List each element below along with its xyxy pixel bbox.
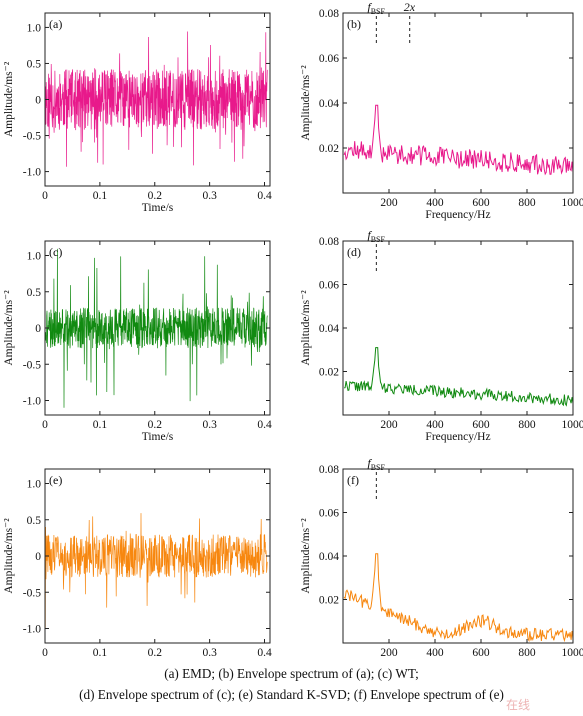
x-axis-label: Time/s — [142, 431, 174, 443]
x-tick-label: 400 — [426, 197, 444, 209]
y-tick-label: 0.02 — [319, 595, 339, 607]
x-tick-label: 0.1 — [93, 647, 108, 659]
figure-caption-line-1: (a) EMD; (b) Envelope spectrum of (a); (… — [164, 666, 419, 681]
x-tick-label: 0 — [42, 419, 48, 431]
y-axis-label: Amplitude/ms⁻² — [3, 518, 15, 594]
y-tick-label: -0.5 — [23, 131, 41, 143]
x-tick-label: 400 — [426, 647, 444, 659]
y-tick-label: 1.0 — [27, 22, 42, 34]
x-tick-label: 800 — [518, 647, 536, 659]
annotation-label: fBSF — [367, 456, 385, 472]
y-tick-label: 0.5 — [27, 58, 42, 70]
chart-c: 0 0.1 0.2 0.3 0.4 -1.0 -0.5 0 0.5 1.0 Time/s Amplit… — [3, 240, 272, 443]
y-tick-label: 0.08 — [319, 464, 339, 476]
x-tick-label: 400 — [426, 419, 444, 431]
watermark: 在线 — [506, 698, 531, 712]
x-tick-label: 1000 — [562, 419, 583, 431]
annotation-label: fBSF — [367, 0, 385, 16]
y-tick-label: -0.5 — [23, 359, 41, 371]
y-tick-label: -0.5 — [23, 587, 41, 599]
y-tick-label: 0.08 — [319, 8, 339, 20]
series-line — [45, 31, 268, 167]
series-line — [344, 347, 573, 407]
x-tick-label: 0.4 — [257, 190, 272, 202]
figure: 0 0.1 0.2 0.3 0.4 -1.0 -0.5 0 0.5 1.0 Time/s Amplit… — [3, 0, 583, 660]
y-tick-label: 0.02 — [319, 367, 339, 379]
y-tick-label: 0.5 — [27, 515, 42, 527]
y-tick-label: 0 — [35, 551, 41, 563]
x-tick-label: 600 — [472, 197, 490, 209]
x-tick-label: 200 — [380, 419, 398, 431]
panel-label: (b) — [347, 17, 361, 31]
x-tick-label: 0.2 — [148, 190, 163, 202]
y-tick-label: -1.0 — [23, 167, 41, 179]
y-tick-label: -1.0 — [23, 396, 41, 408]
y-axis-label: Amplitude/ms⁻² — [300, 65, 312, 141]
x-tick-label: 0.3 — [202, 647, 217, 659]
x-tick-label: 0.3 — [202, 419, 217, 431]
chart-e: 0 0.1 0.2 0.3 0.4 -1.0 -0.5 0 0.5 1.0 Time/s Amplit… — [3, 468, 272, 660]
series-line — [343, 104, 573, 176]
x-tick-label: 1000 — [562, 647, 583, 659]
y-axis-label: Amplitude/ms⁻² — [3, 290, 15, 366]
x-tick-label: 600 — [472, 647, 490, 659]
x-tick-label: 0.4 — [257, 419, 272, 431]
panel-label: (d) — [347, 245, 361, 259]
series-line — [343, 553, 573, 643]
chart-b: 200 400 600 800 1000 0.02 0.04 0.06 0.08 Frequenc… — [300, 0, 583, 221]
x-tick-label: 200 — [380, 197, 398, 209]
y-tick-label: 0.06 — [319, 280, 339, 292]
x-tick-label: 0 — [42, 647, 48, 659]
y-tick-label: 1.0 — [27, 251, 42, 263]
y-tick-label: 1.0 — [27, 479, 42, 491]
x-tick-label: 600 — [472, 419, 490, 431]
y-tick-label: 0.04 — [319, 98, 339, 110]
y-tick-label: 0.06 — [319, 53, 339, 65]
chart-f: 200 400 600 800 1000 0.02 0.04 0.06 0.08 Frequenc… — [300, 456, 583, 660]
x-tick-label: 0.3 — [202, 190, 217, 202]
x-axis-label: Frequency/Hz — [425, 209, 490, 221]
x-tick-label: 0.4 — [257, 647, 272, 659]
y-axis-label: Amplitude/ms⁻² — [3, 61, 15, 137]
y-tick-label: 0.06 — [319, 508, 339, 520]
x-tick-label: 200 — [380, 647, 398, 659]
x-tick-label: 1000 — [562, 197, 583, 209]
annotation-label: fBSF — [367, 228, 385, 244]
x-axis-label: Time/s — [142, 202, 174, 214]
panel-label: (a) — [49, 17, 62, 31]
plot-frame — [342, 240, 574, 416]
x-axis-label: Frequency/Hz — [425, 659, 490, 660]
series-line — [45, 248, 268, 408]
x-tick-label: 0.2 — [148, 647, 163, 659]
y-axis-label: Amplitude/ms⁻² — [300, 518, 312, 594]
y-tick-label: 0.04 — [319, 551, 339, 563]
plot-frame — [342, 12, 574, 194]
x-axis-label: Frequency/Hz — [425, 431, 490, 443]
series-line — [45, 479, 268, 629]
panel-label: (e) — [49, 473, 62, 487]
annotation-label: 2x — [404, 0, 416, 14]
y-tick-label: 0.02 — [319, 143, 339, 155]
y-tick-label: -1.0 — [23, 624, 41, 636]
x-axis-label: Time/s — [142, 659, 174, 660]
x-tick-label: 0.2 — [148, 419, 163, 431]
x-tick-label: 0 — [42, 190, 48, 202]
panel-label: (c) — [49, 245, 62, 259]
y-tick-label: 0.5 — [27, 287, 42, 299]
x-tick-label: 800 — [518, 419, 536, 431]
y-tick-label: 0 — [35, 95, 41, 107]
y-tick-label: 0.08 — [319, 236, 339, 248]
y-axis-label: Amplitude/ms⁻² — [300, 290, 312, 366]
y-tick-label: 0.04 — [319, 323, 339, 335]
chart-a: 0 0.1 0.2 0.3 0.4 -1.0 -0.5 0 0.5 1.0 Time/s Amplit… — [3, 12, 272, 214]
x-tick-label: 0.1 — [93, 190, 108, 202]
x-tick-label: 0.1 — [93, 419, 108, 431]
figure-caption-line-2: (d) Envelope spectrum of (c); (e) Standa… — [79, 687, 504, 702]
panel-label: (f) — [347, 473, 359, 487]
chart-d: 200 400 600 800 1000 0.02 0.04 0.06 0.08 Frequenc… — [300, 228, 583, 443]
x-tick-label: 800 — [518, 197, 536, 209]
y-tick-label: 0 — [35, 323, 41, 335]
